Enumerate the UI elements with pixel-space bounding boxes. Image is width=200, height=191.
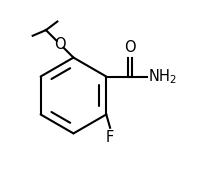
Text: F: F <box>106 130 114 145</box>
Text: O: O <box>54 37 66 52</box>
Text: O: O <box>124 40 136 55</box>
Text: NH$_2$: NH$_2$ <box>148 67 177 86</box>
